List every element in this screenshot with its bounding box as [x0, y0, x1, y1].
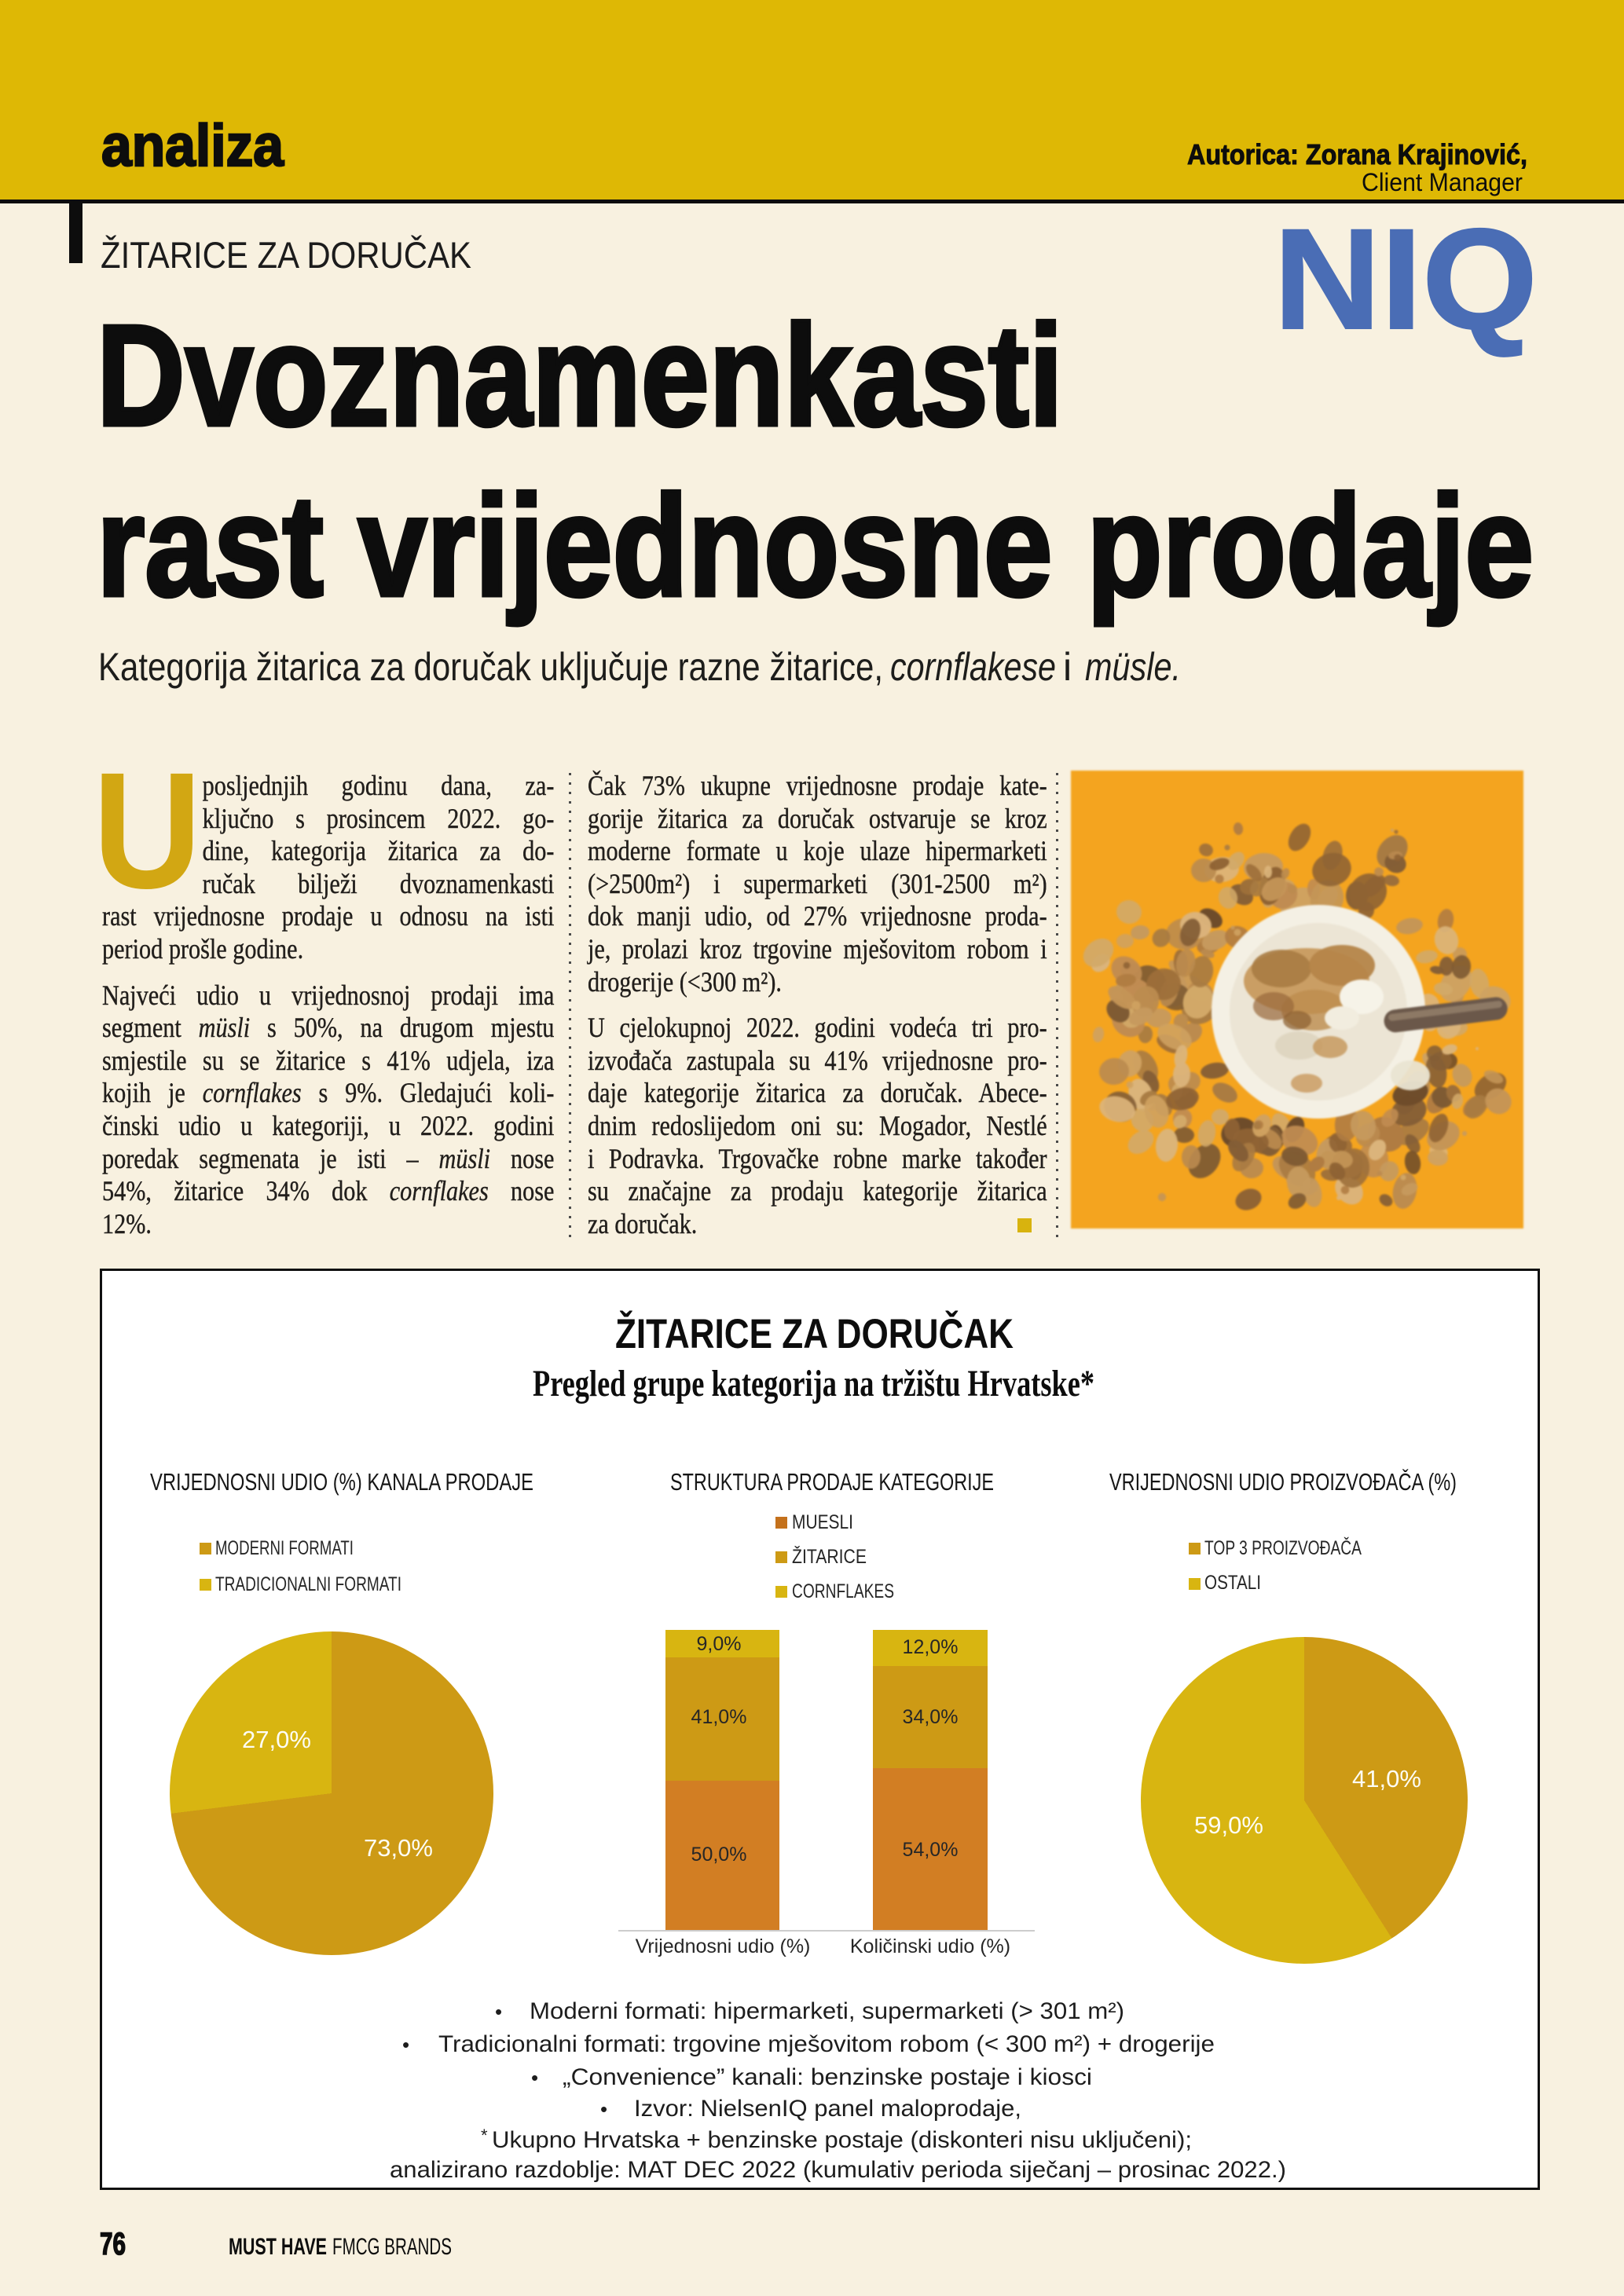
svg-text:34,0%: 34,0%: [903, 1706, 959, 1728]
svg-text:ŽITARICE ZA DORUČAK: ŽITARICE ZA DORUČAK: [615, 1309, 1014, 1357]
svg-text:müsle.: müsle.: [1085, 645, 1181, 689]
svg-text:Ukupno Hrvatska + benzinske po: Ukupno Hrvatska + benzinske postaje (dis…: [492, 2127, 1192, 2153]
svg-text:Količinski udio (%): Količinski udio (%): [850, 1935, 1010, 1957]
svg-text:analizirano razdoblje: MAT DEC: analizirano razdoblje: MAT DEC 2022 (kum…: [390, 2157, 1286, 2183]
svg-text:ŽITARICE: ŽITARICE: [792, 1545, 867, 1568]
svg-text:Autorica: Zorana Krajinović,: Autorica: Zorana Krajinović,: [1187, 138, 1527, 170]
svg-text:Izvor: NielsenIQ panel malopro: Izvor: NielsenIQ panel maloprodaje,: [634, 2096, 1021, 2122]
svg-text:54,0%: 54,0%: [903, 1839, 959, 1861]
svg-text:MUST HAVE: MUST HAVE: [229, 2234, 327, 2260]
svg-text:76: 76: [100, 2227, 126, 2261]
svg-text:•: •: [531, 2066, 538, 2089]
svg-text:50,0%: 50,0%: [691, 1844, 747, 1866]
svg-text:Moderni formati: hipermarketi,: Moderni formati: hipermarketi, supermark…: [530, 1998, 1124, 2024]
svg-text:•: •: [402, 2033, 409, 2056]
svg-text:*: *: [481, 2126, 488, 2145]
svg-text:Kategorija žitarica za doručak: Kategorija žitarica za doručak uključuje…: [98, 645, 883, 689]
svg-text:STRUKTURA PRODAJE KATEGORIJE: STRUKTURA PRODAJE KATEGORIJE: [670, 1468, 994, 1496]
svg-text:•: •: [495, 2000, 502, 2023]
svg-text:Client Manager: Client Manager: [1362, 168, 1523, 196]
svg-text:FMCG BRANDS: FMCG BRANDS: [332, 2234, 452, 2260]
svg-text:i: i: [1063, 645, 1072, 689]
svg-text:cornflakese: cornflakese: [890, 645, 1056, 689]
svg-text:9,0%: 9,0%: [697, 1633, 742, 1655]
svg-text:OSTALI: OSTALI: [1204, 1572, 1261, 1594]
svg-text:MUESLI: MUESLI: [792, 1511, 853, 1533]
svg-text:59,0%: 59,0%: [1194, 1811, 1263, 1839]
svg-text:12,0%: 12,0%: [903, 1636, 959, 1658]
svg-text:41,0%: 41,0%: [1352, 1765, 1421, 1792]
svg-text:Tradicionalni formati: trgovin: Tradicionalni formati: trgovine mješovit…: [438, 2031, 1215, 2057]
svg-text:TRADICIONALNI FORMATI: TRADICIONALNI FORMATI: [215, 1573, 401, 1595]
svg-text:Vrijednosni udio (%): Vrijednosni udio (%): [636, 1935, 811, 1957]
svg-text:73,0%: 73,0%: [364, 1834, 433, 1862]
svg-text:VRIJEDNOSNI UDIO PROIZVOĐAČA (: VRIJEDNOSNI UDIO PROIZVOĐAČA (%): [1109, 1468, 1457, 1496]
svg-text:Pregled grupe kategorija na tr: Pregled grupe kategorija na tržištu Hrva…: [533, 1363, 1094, 1404]
svg-text:„Convenience” kanali: benzinsk: „Convenience” kanali: benzinske postaje …: [563, 2064, 1092, 2090]
svg-text:•: •: [600, 2097, 607, 2121]
svg-text:NIQ: NIQ: [1274, 199, 1538, 359]
svg-text:ŽITARICE ZA DORUČAK: ŽITARICE ZA DORUČAK: [101, 234, 471, 276]
svg-text:27,0%: 27,0%: [242, 1726, 311, 1753]
svg-text:MODERNI FORMATI: MODERNI FORMATI: [215, 1537, 354, 1559]
svg-text:analiza: analiza: [101, 112, 284, 178]
svg-text:VRIJEDNOSNI UDIO (%) KANALA PR: VRIJEDNOSNI UDIO (%) KANALA PRODAJE: [150, 1468, 533, 1496]
svg-text:TOP 3 PROIZVOĐAČA: TOP 3 PROIZVOĐAČA: [1204, 1536, 1362, 1559]
svg-text:Dvoznamenkasti: Dvoznamenkasti: [97, 295, 1063, 456]
svg-text:rast vrijednosne prodaje: rast vrijednosne prodaje: [97, 465, 1534, 626]
svg-text:41,0%: 41,0%: [691, 1706, 747, 1728]
svg-text:CORNFLAKES: CORNFLAKES: [792, 1580, 894, 1602]
